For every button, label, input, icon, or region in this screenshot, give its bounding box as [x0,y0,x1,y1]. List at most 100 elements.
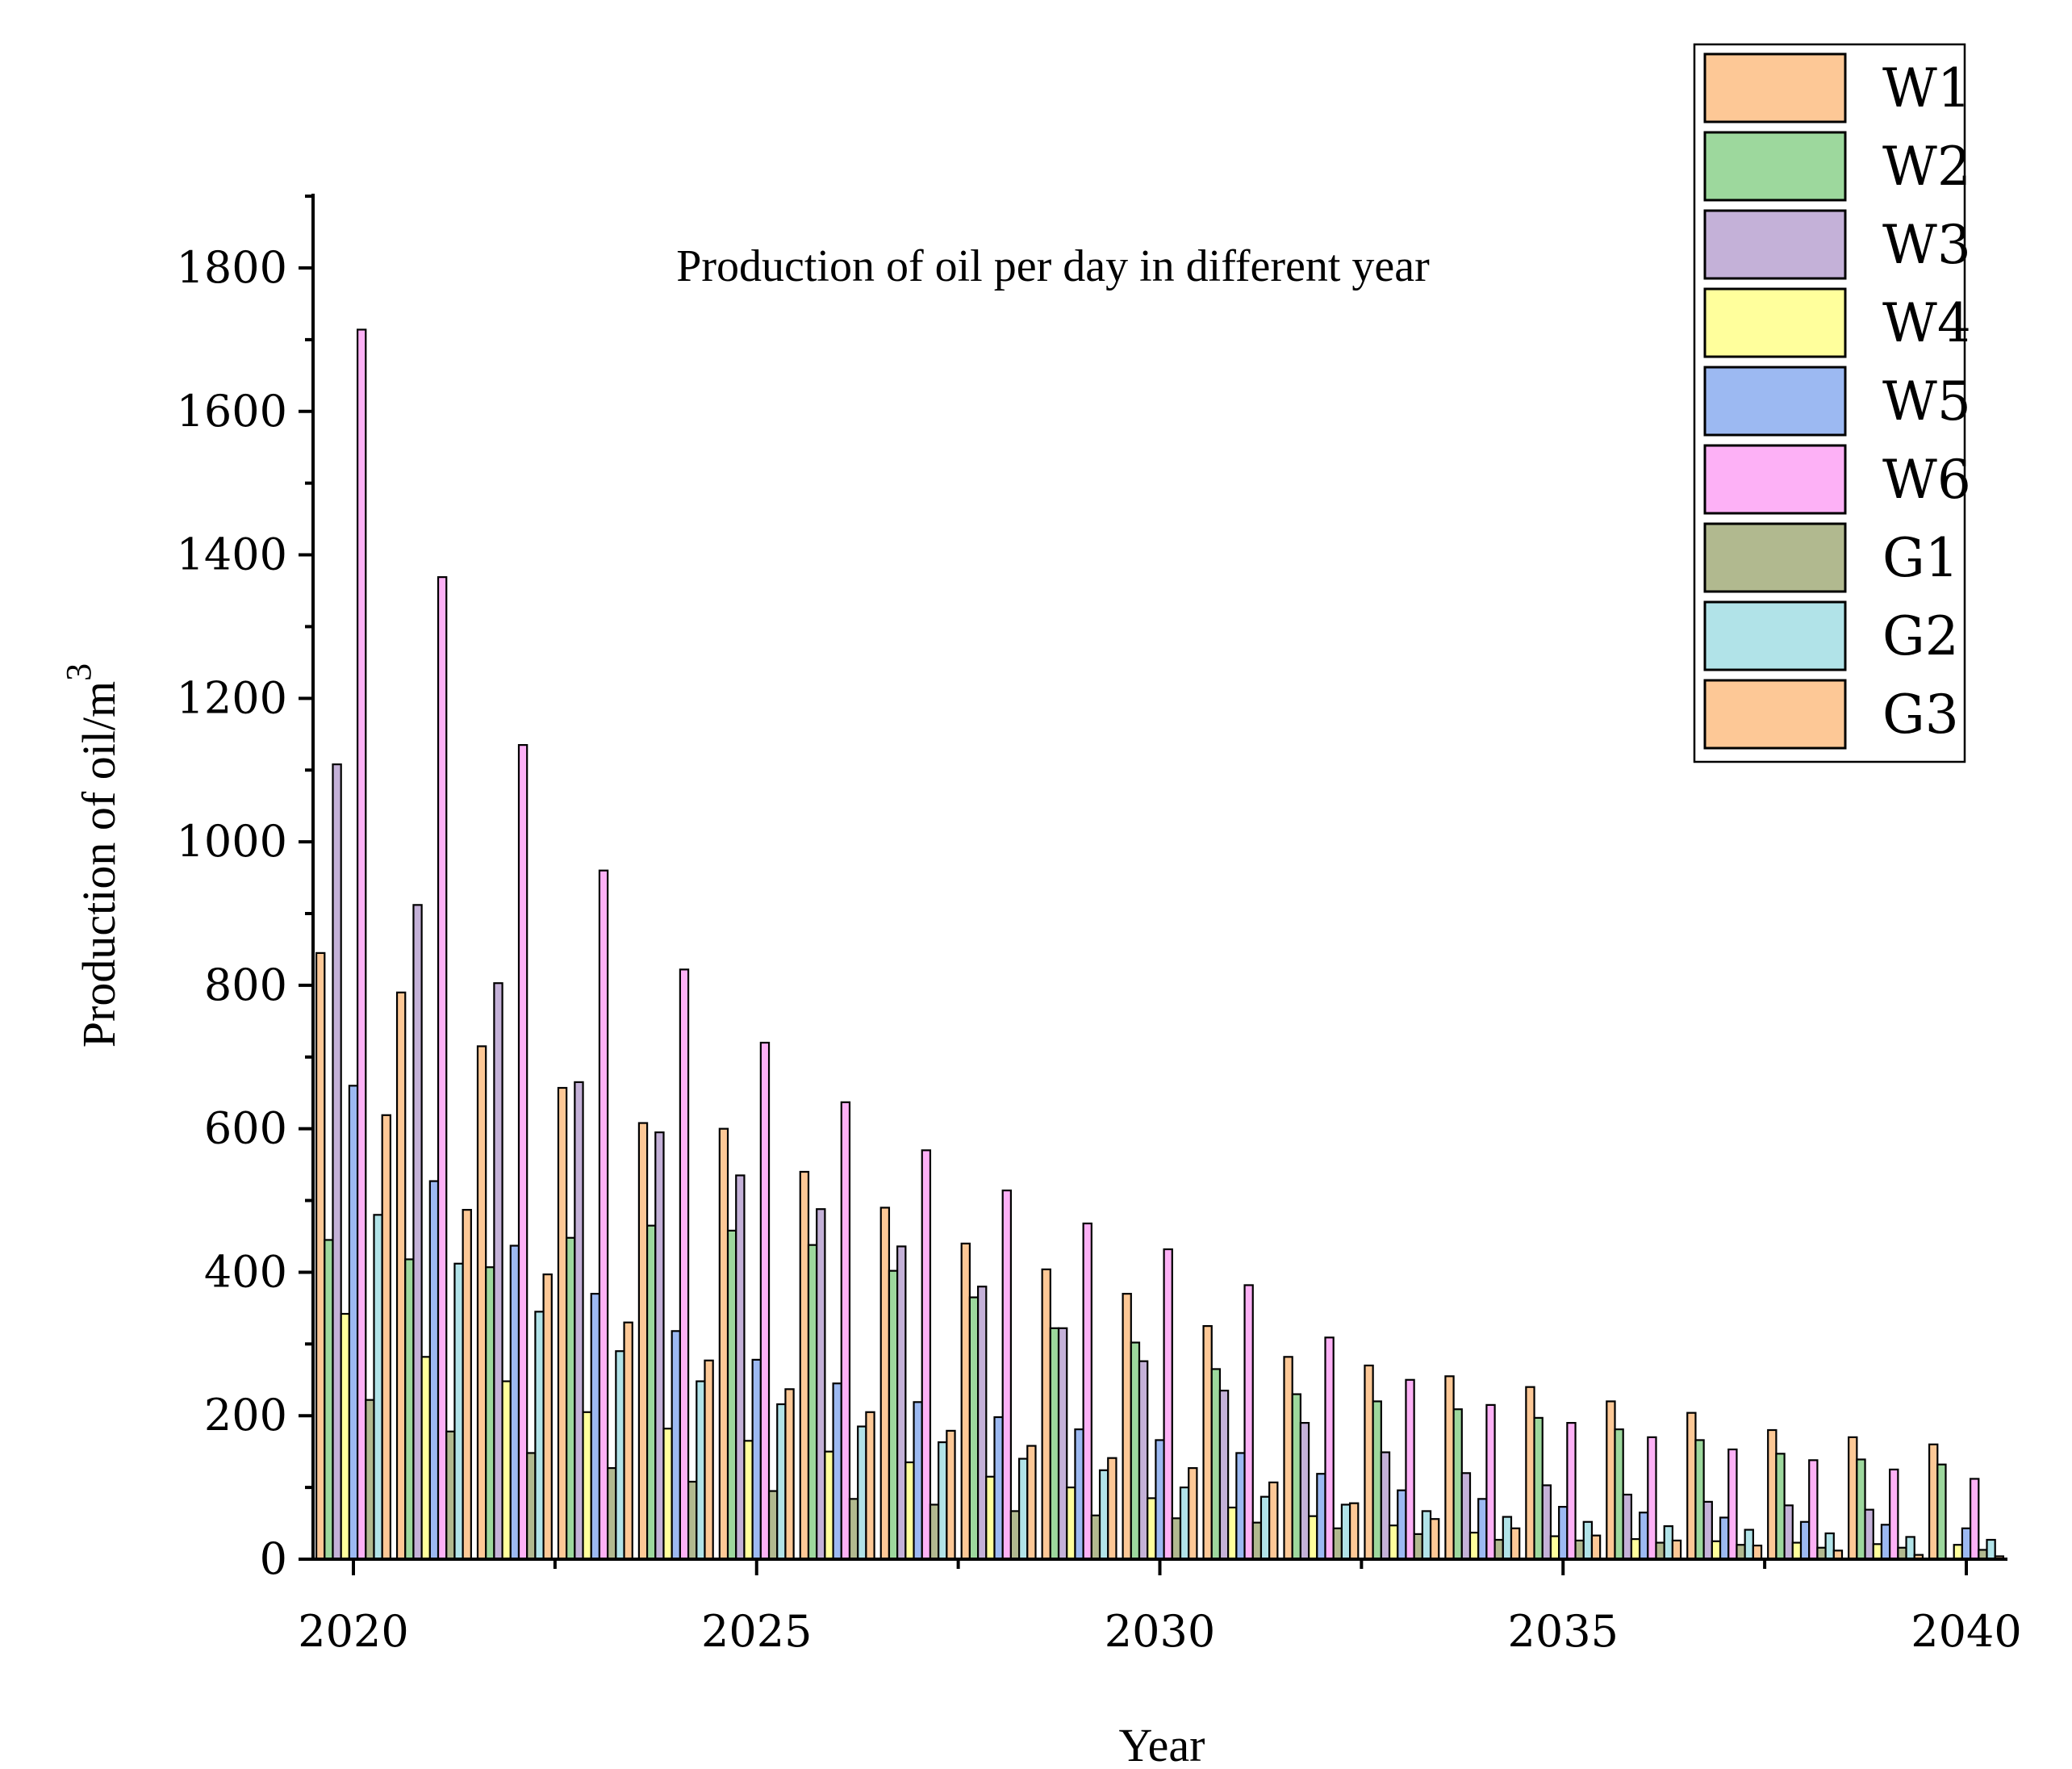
bar-W1-2026 [799,1170,810,1561]
bar-W6-2021 [437,576,448,1561]
bar-W6-2031 [1243,1284,1254,1561]
bar-W6-2038 [1808,1459,1819,1561]
bar-G1-2025 [767,1490,779,1561]
bar-W3-2039 [1864,1508,1874,1561]
bar-G1-2028 [1009,1510,1021,1561]
bar-W2-2034 [1452,1408,1463,1561]
legend: W1 W2 W3 W4 W5 W6 G1 G2 G3 [1693,43,1971,763]
legend-label-G3: G3 [1882,684,1959,746]
bar-W3-2030 [1138,1360,1149,1561]
bar-W3-2031 [1218,1390,1230,1561]
bar-G3-2027 [946,1429,956,1561]
bar-G2-2038 [1824,1532,1835,1561]
legend-swatch-W1 [1703,52,1847,123]
bar-W4-2033 [1388,1524,1399,1561]
bar-W2-2020 [324,1239,334,1561]
legend-swatch-G1 [1703,522,1847,593]
bar-W3-2035 [1541,1484,1552,1561]
bar-W4-2038 [1791,1541,1803,1561]
bar-W5-2040 [1961,1527,1972,1561]
bar-G3-2033 [1429,1518,1440,1561]
bar-W3-2036 [1622,1493,1632,1561]
bar-W3-2024 [654,1131,665,1561]
bar-W1-2028 [960,1242,971,1561]
bar-G1-2023 [607,1467,617,1561]
bar-W6-2039 [1889,1468,1899,1561]
bar-W2-2040 [1936,1463,1947,1561]
bar-G3-2030 [1188,1467,1198,1561]
bar-W2-2021 [404,1258,415,1561]
bar-G3-2031 [1268,1481,1279,1561]
bar-W5-2032 [1316,1473,1326,1561]
bar-W1-2024 [637,1122,649,1561]
bar-W4-2040 [1953,1544,1963,1561]
bar-W5-2025 [751,1358,762,1561]
bar-W6-2035 [1566,1422,1577,1561]
bar-W5-2031 [1235,1452,1246,1561]
bar-W2-2038 [1775,1453,1786,1561]
bar-W6-2036 [1647,1436,1657,1561]
bar-G2-2027 [938,1441,948,1561]
bar-W6-2025 [759,1041,771,1561]
bar-G2-2035 [1582,1520,1594,1561]
x-axis-label: Year [1119,1719,1205,1769]
bar-W1-2027 [879,1207,891,1561]
bar-G3-2034 [1510,1527,1521,1561]
bar-W6-2022 [517,744,528,1561]
bar-W4-2027 [904,1461,915,1561]
bar-W6-2034 [1485,1403,1496,1561]
bar-W3-2032 [1299,1422,1310,1561]
bar-W4-2030 [1147,1497,1157,1561]
bar-W1-2038 [1767,1428,1777,1561]
bar-W5-2020 [348,1085,359,1561]
bar-W5-2037 [1719,1516,1730,1561]
bar-G1-2037 [1736,1544,1746,1561]
bar-G3-2037 [1752,1545,1763,1561]
bar-G3-2029 [1107,1457,1117,1561]
bar-W4-2032 [1307,1515,1318,1561]
legend-swatch-W4 [1703,287,1847,358]
x-tick-label: 2030 [1105,1606,1215,1657]
bar-W2-2031 [1210,1368,1222,1561]
bar-W5-2036 [1638,1512,1649,1561]
bar-G1-2033 [1413,1533,1423,1561]
bar-W6-2037 [1727,1448,1738,1561]
chart-title: Production of oil per day in different y… [676,241,1430,291]
bar-G3-2032 [1348,1502,1360,1561]
bar-G3-2022 [542,1273,553,1561]
bar-W2-2025 [726,1229,737,1561]
bar-W4-2036 [1630,1538,1641,1561]
bar-W5-2035 [1558,1506,1569,1561]
bar-G1-2027 [929,1503,940,1561]
bar-W6-2032 [1324,1336,1335,1561]
bar-W6-2024 [679,968,690,1561]
y-axis-label-group: Production of oil/m3 [59,663,125,1048]
bar-W3-2033 [1380,1451,1391,1561]
bar-W2-2037 [1694,1439,1705,1561]
bar-W6-2030 [1163,1248,1173,1561]
bar-W2-2023 [566,1236,576,1561]
bar-G1-2036 [1655,1541,1665,1561]
bar-W6-2033 [1405,1378,1415,1561]
bar-W5-2027 [913,1401,923,1561]
bar-W5-2034 [1477,1498,1488,1561]
bar-G2-2040 [1986,1538,1996,1561]
bar-W2-2022 [485,1266,495,1561]
bar-W4-2022 [501,1380,512,1561]
bar-G2-2026 [857,1425,867,1561]
bar-G2-2037 [1744,1529,1754,1561]
bar-W1-2036 [1606,1400,1616,1561]
y-tick-label: 200 [204,1390,287,1441]
bar-W1-2040 [1928,1443,1939,1561]
bar-W3-2023 [574,1081,584,1561]
bar-W3-2021 [412,904,423,1561]
bar-W2-2026 [807,1244,818,1561]
bar-W3-2034 [1460,1472,1472,1561]
y-tick-label: 1400 [177,529,287,580]
bar-W4-2039 [1872,1543,1883,1561]
bar-W1-2035 [1525,1386,1535,1561]
bar-W1-2025 [718,1127,729,1561]
bar-W1-2034 [1444,1375,1455,1561]
legend-label-W6: W6 [1882,449,1971,511]
